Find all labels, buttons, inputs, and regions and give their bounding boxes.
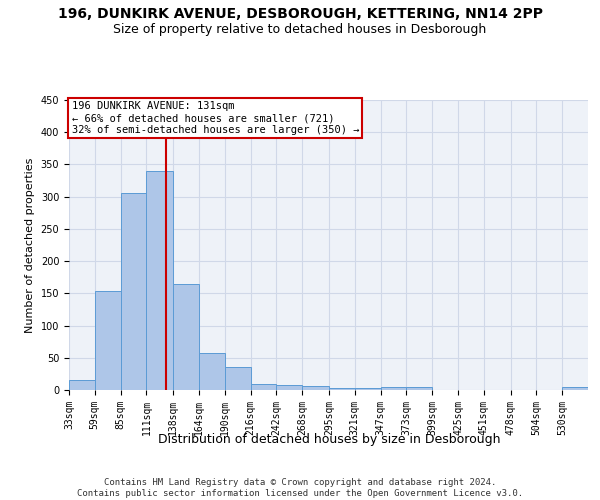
- Bar: [406, 388, 432, 390]
- Bar: [199, 354, 225, 390]
- Bar: [277, 385, 302, 390]
- Text: 196 DUNKIRK AVENUE: 131sqm
← 66% of detached houses are smaller (721)
32% of sem: 196 DUNKIRK AVENUE: 131sqm ← 66% of deta…: [71, 102, 359, 134]
- Text: Contains HM Land Registry data © Crown copyright and database right 2024.
Contai: Contains HM Land Registry data © Crown c…: [77, 478, 523, 498]
- Bar: [302, 386, 329, 390]
- Bar: [121, 194, 146, 390]
- Bar: [69, 380, 95, 390]
- Bar: [380, 388, 406, 390]
- Bar: [225, 368, 251, 390]
- Bar: [95, 292, 121, 390]
- Bar: [173, 284, 199, 390]
- Bar: [146, 171, 173, 390]
- Text: 196, DUNKIRK AVENUE, DESBOROUGH, KETTERING, NN14 2PP: 196, DUNKIRK AVENUE, DESBOROUGH, KETTERI…: [58, 8, 542, 22]
- Text: Distribution of detached houses by size in Desborough: Distribution of detached houses by size …: [158, 432, 500, 446]
- Bar: [355, 388, 380, 390]
- Y-axis label: Number of detached properties: Number of detached properties: [25, 158, 35, 332]
- Bar: [329, 388, 355, 390]
- Bar: [251, 384, 277, 390]
- Text: Size of property relative to detached houses in Desborough: Size of property relative to detached ho…: [113, 22, 487, 36]
- Bar: [562, 387, 588, 390]
